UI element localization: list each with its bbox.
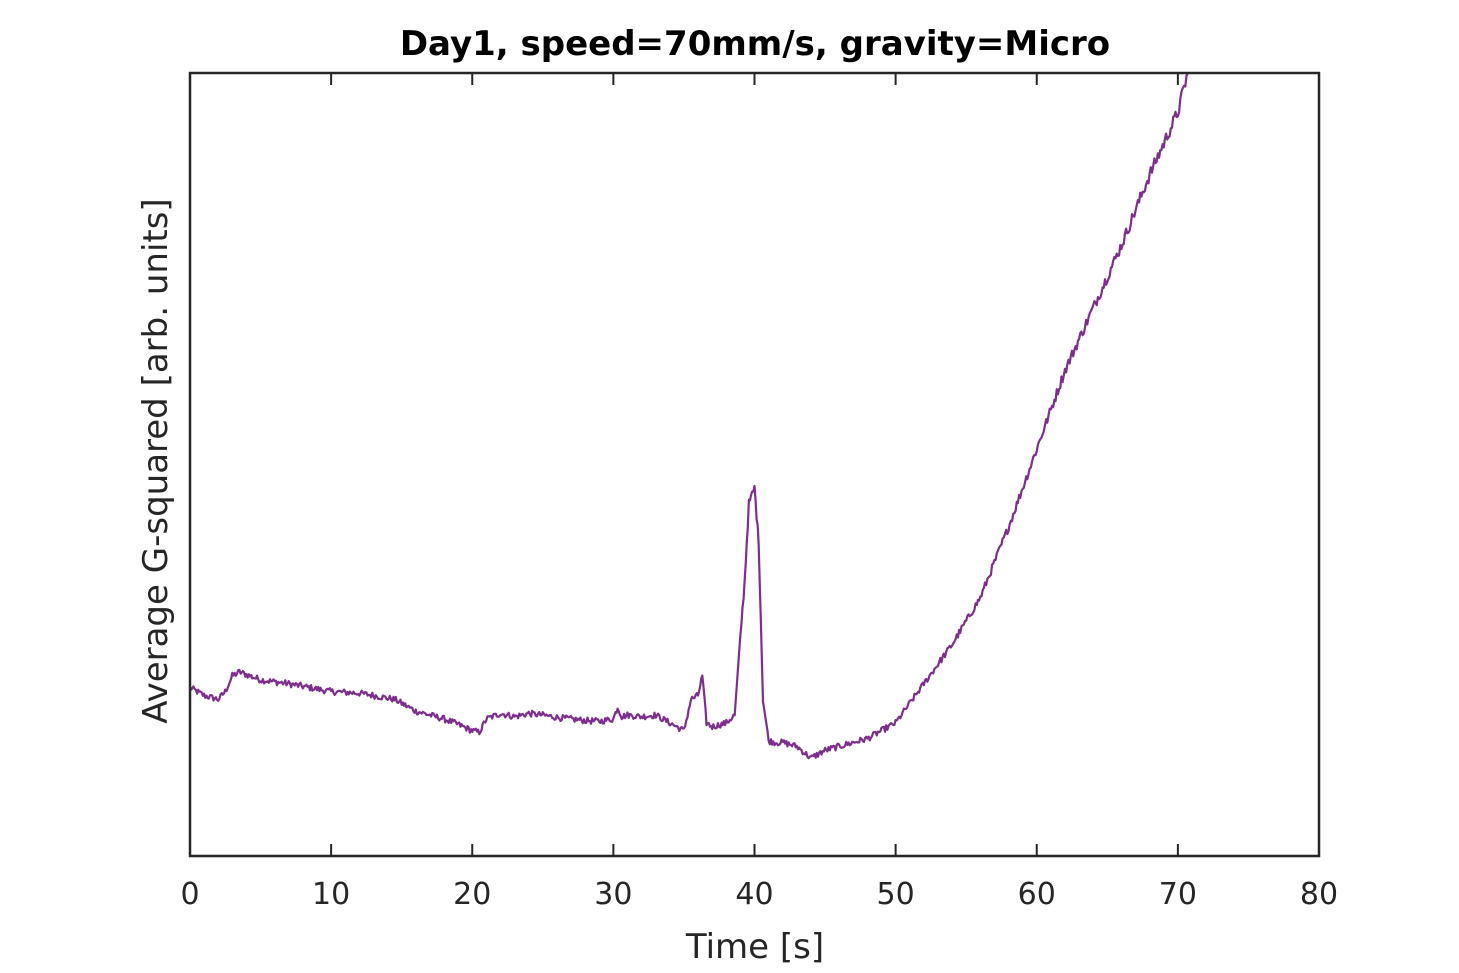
x-tick-label: 40 — [735, 877, 773, 912]
x-tick-label: 0 — [180, 877, 199, 912]
x-axis-label: Time [s] — [685, 927, 824, 967]
y-axis-label: Average G-squared [arb. units] — [136, 198, 176, 723]
x-tick-label: 80 — [1300, 877, 1338, 912]
x-tick-label: 30 — [594, 877, 632, 912]
x-tick-label: 60 — [1018, 877, 1056, 912]
tick-layer: 0 10 20 30 40 50 60 70 80 — [180, 73, 1338, 912]
x-tick-label: 10 — [312, 877, 350, 912]
plot-area — [190, 73, 1319, 856]
series-line — [188, 72, 1189, 760]
x-tick-label: 20 — [453, 877, 491, 912]
chart-title: Day1, speed=70mm/s, gravity=Micro — [400, 24, 1110, 64]
x-tick-label: 70 — [1159, 877, 1197, 912]
series-layer — [188, 72, 1189, 760]
x-tick-label: 50 — [877, 877, 915, 912]
